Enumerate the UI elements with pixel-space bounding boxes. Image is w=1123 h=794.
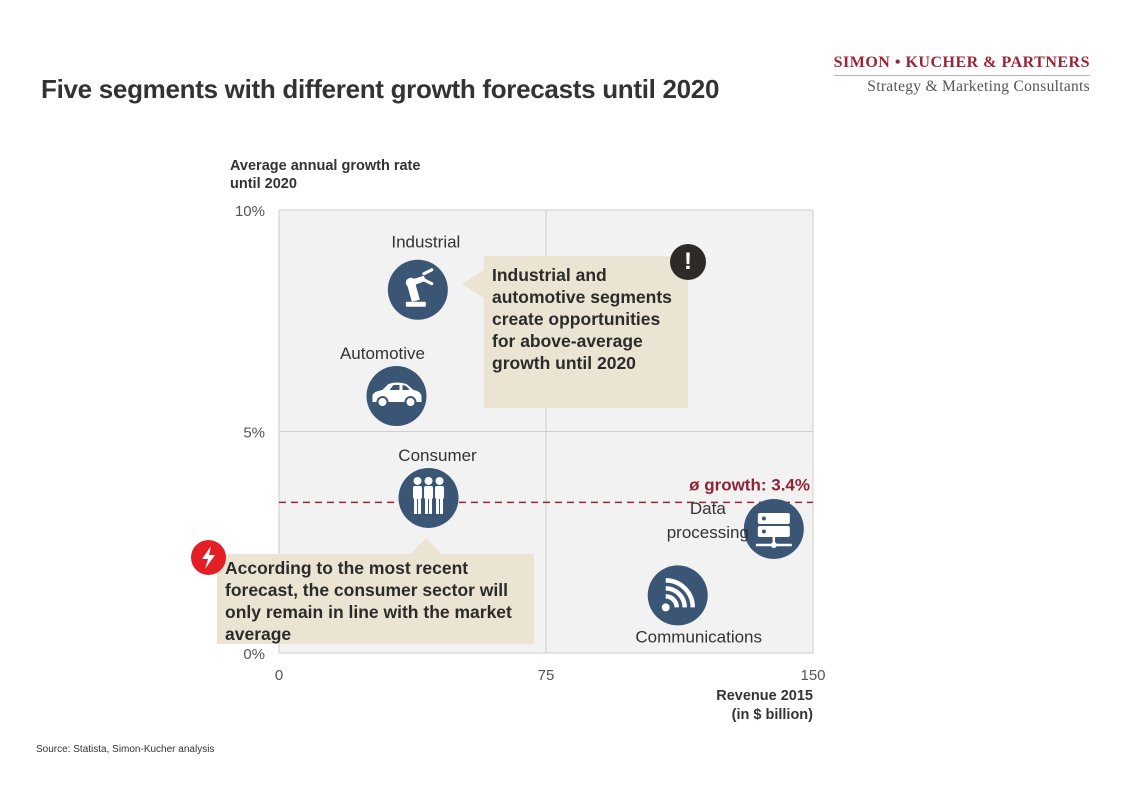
point-label: Data processing: [667, 499, 749, 542]
data-points: Industrial Automotive Consumer Data processi…: [340, 233, 804, 646]
point-label: Communications: [635, 627, 762, 646]
brand-name: SIMON • KUCHER & PARTNERS: [833, 54, 1090, 76]
page-title: Five segments with different growth fore…: [41, 74, 720, 104]
brand-tagline: Strategy & Marketing Consultants: [867, 78, 1090, 95]
source-note: Source: Statista, Simon-Kucher analysis: [36, 744, 215, 755]
point-label: Industrial: [391, 233, 460, 252]
x-tick-label: 150: [800, 667, 825, 684]
people-icon: [413, 476, 445, 514]
axis-ticks: 0 75 150 0% 5% 10%: [235, 203, 826, 684]
lightning-icon: [191, 540, 226, 575]
exclamation-icon: !: [670, 244, 706, 280]
brand-logo: SIMON • KUCHER & PARTNERS Strategy & Mar…: [833, 54, 1090, 96]
x-tick-label: 75: [538, 667, 555, 684]
point-industrial: Industrial: [387, 233, 460, 320]
callout-consumer: According to the most recent forecast, t…: [217, 554, 534, 644]
x-axis-label: Revenue 2015 (in $ billion): [716, 688, 813, 723]
point-communications: Communications: [635, 565, 762, 646]
callout-pointer-industrial: [462, 270, 484, 298]
point-data-processing: Data processing: [667, 498, 804, 559]
callout-industrial: Industrial and automotive segments creat…: [484, 256, 688, 408]
point-label: Automotive: [340, 344, 425, 363]
y-axis-label: Average annual growth rate until 2020: [230, 158, 421, 192]
server-icon: [755, 512, 792, 548]
point-marker: [387, 259, 448, 320]
callout-pointer-consumer: [410, 538, 442, 554]
average-label: ø growth: 3.4%: [689, 475, 810, 494]
car-icon: [372, 382, 422, 409]
point-automotive: Automotive: [340, 344, 427, 427]
y-tick-label: 10%: [235, 203, 265, 220]
point-consumer: Consumer: [398, 446, 477, 528]
wifi-icon: [661, 578, 695, 612]
robot-arm-icon: [405, 268, 434, 307]
y-tick-label: 5%: [243, 425, 265, 442]
y-tick-label: 0%: [243, 646, 265, 663]
point-label: Consumer: [398, 446, 477, 465]
x-tick-label: 0: [275, 667, 283, 684]
